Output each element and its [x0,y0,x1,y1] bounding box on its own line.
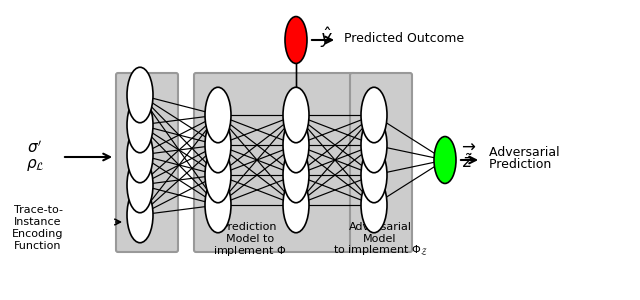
Text: $\overrightarrow{\tilde{z}}$: $\overrightarrow{\tilde{z}}$ [462,144,476,172]
Text: implement $\Phi$: implement $\Phi$ [213,244,287,258]
Ellipse shape [127,157,153,213]
Text: Prediction: Prediction [222,222,278,232]
Ellipse shape [283,177,309,233]
Ellipse shape [205,177,231,233]
Text: Encoding: Encoding [12,229,64,239]
Ellipse shape [434,136,456,184]
Ellipse shape [127,187,153,243]
FancyBboxPatch shape [116,73,178,252]
Text: Prediction: Prediction [485,158,551,172]
Text: Instance: Instance [14,217,61,227]
Text: Predicted Outcome: Predicted Outcome [340,32,464,44]
Ellipse shape [361,87,387,143]
Text: $\overrightarrow{\boldsymbol{x}}$: $\overrightarrow{\boldsymbol{x}}$ [133,212,147,234]
Ellipse shape [283,117,309,173]
FancyBboxPatch shape [194,73,356,252]
Ellipse shape [361,147,387,203]
Ellipse shape [361,177,387,233]
Text: $\rho_{\mathcal{L}}$: $\rho_{\mathcal{L}}$ [26,157,44,173]
Ellipse shape [127,67,153,123]
Text: Trace-to-: Trace-to- [13,205,63,215]
Text: Adversarial: Adversarial [485,146,559,160]
Text: Model: Model [364,234,397,244]
Ellipse shape [283,147,309,203]
Text: $\sigma'$: $\sigma'$ [28,140,43,156]
Text: Function: Function [14,241,61,251]
Ellipse shape [205,117,231,173]
Ellipse shape [205,87,231,143]
FancyBboxPatch shape [350,73,412,252]
Ellipse shape [285,16,307,64]
Ellipse shape [205,147,231,203]
Text: Adversarial: Adversarial [349,222,412,232]
Ellipse shape [127,97,153,153]
Text: to implement $\Phi_{\mathcal{Z}}$: to implement $\Phi_{\mathcal{Z}}$ [333,244,428,258]
Ellipse shape [361,117,387,173]
Ellipse shape [283,87,309,143]
Ellipse shape [127,127,153,183]
Text: $\hat{y}$: $\hat{y}$ [320,26,333,50]
Text: Model to: Model to [226,234,274,244]
